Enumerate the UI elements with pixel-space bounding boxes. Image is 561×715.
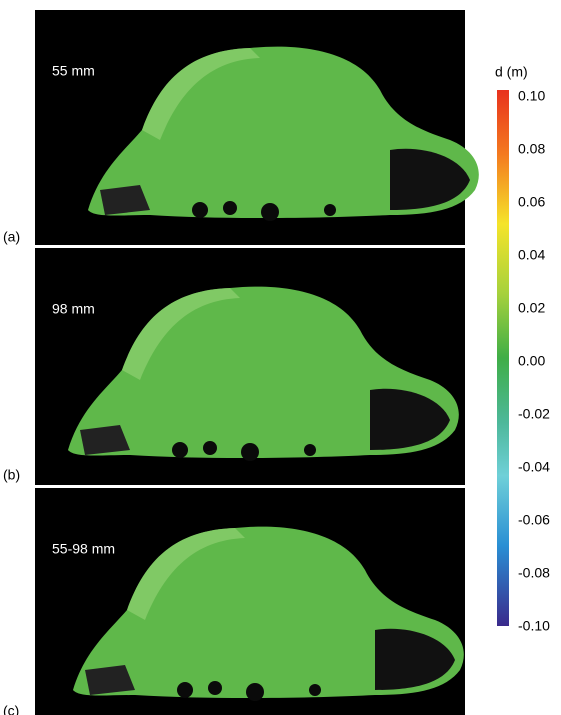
colorbar-tick-label: -0.04 [518, 459, 550, 475]
colorbar-tick-label: 0.08 [518, 141, 545, 157]
colorbar-tick-label: -0.08 [518, 565, 550, 581]
panel-c-image [35, 488, 465, 715]
panel-caption: 55 mm [52, 63, 95, 79]
colorbar-title: d (m) [495, 64, 528, 80]
colorbar-tick-label: 0.10 [518, 88, 545, 104]
panel-a-image [35, 10, 479, 245]
panel-caption: 98 mm [52, 301, 95, 317]
panel-tag: (a) [3, 229, 20, 245]
colorbar [497, 90, 509, 626]
colorbar-tick-label: -0.02 [518, 406, 550, 422]
panel-tag: (b) [3, 467, 20, 483]
figure: d (m) 55 mm (a) 98 mm (b) 55-98 mm (c) 0.10 0.0… [0, 0, 561, 715]
panel-caption: 55-98 mm [52, 541, 115, 557]
colorbar-tick-label: -0.10 [518, 618, 550, 634]
colorbar-tick-label: -0.06 [518, 512, 550, 528]
colorbar-tick-label: 0.00 [518, 353, 545, 369]
figure-canvas: d (m) 55 mm (a) 98 mm (b) 55-98 mm (c) 0.10 0.0… [0, 0, 561, 715]
colorbar-tick-label: 0.04 [518, 247, 545, 263]
colorbar-tick-label: 0.06 [518, 194, 545, 210]
colorbar-tick-label: 0.02 [518, 300, 545, 316]
panel-b-image [35, 248, 465, 485]
panel-tag: (c) [3, 703, 19, 715]
